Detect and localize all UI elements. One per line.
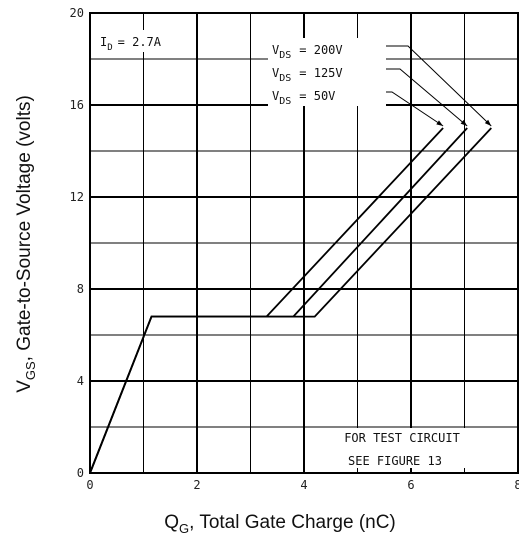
legend-arrowhead-0: [484, 119, 492, 126]
y-tick-label: 16: [70, 98, 84, 112]
x-tick-label: 4: [300, 478, 307, 492]
curves: [89, 127, 492, 474]
legend-leader-1: [386, 68, 468, 127]
x-tick-label: 8: [514, 478, 519, 492]
legend-leader-0: [386, 45, 492, 127]
x-tick-label: 0: [86, 478, 93, 492]
plot-frame: [89, 12, 519, 474]
test-circuit-note-bg: [318, 428, 488, 468]
legend-arrowhead-1: [460, 119, 468, 126]
x-tick-labels: 0 2 4 6 8: [86, 478, 519, 492]
y-tick-label: 8: [77, 282, 84, 296]
condition-label: ID = 2.7A: [100, 35, 162, 53]
series-line-0: [89, 127, 492, 474]
y-axis-title: VGS, Gate-to-Source Voltage (volts): [14, 95, 38, 393]
series-line-2: [89, 127, 444, 474]
series-label-125v: VDS = 125V: [272, 66, 343, 84]
x-tick-label: 6: [407, 478, 414, 492]
x-axis-title: QG, Total Gate Charge (nC): [164, 512, 396, 536]
condition-label-bg: [92, 30, 184, 52]
y-tick-label: 0: [77, 466, 84, 480]
y-tick-label: 20: [70, 6, 84, 20]
plot-border: [89, 12, 519, 474]
y-tick-label: 12: [70, 190, 84, 204]
series-label-50v: VDS = 50V: [272, 89, 335, 107]
test-circuit-note-line1: FOR TEST CIRCUIT: [344, 431, 460, 445]
legend-leader-2: [386, 91, 444, 127]
legend-leaders: [386, 45, 492, 127]
y-tick-labels: 0 4 8 12 16 20: [70, 6, 84, 480]
y-tick-label: 4: [77, 374, 84, 388]
test-circuit-note-line2: SEE FIGURE 13: [348, 454, 442, 468]
legend-arrowhead-2: [436, 120, 444, 126]
x-tick-label: 2: [193, 478, 200, 492]
series-label-bg: [268, 38, 386, 106]
series-label-200v: VDS = 200V: [272, 43, 343, 61]
